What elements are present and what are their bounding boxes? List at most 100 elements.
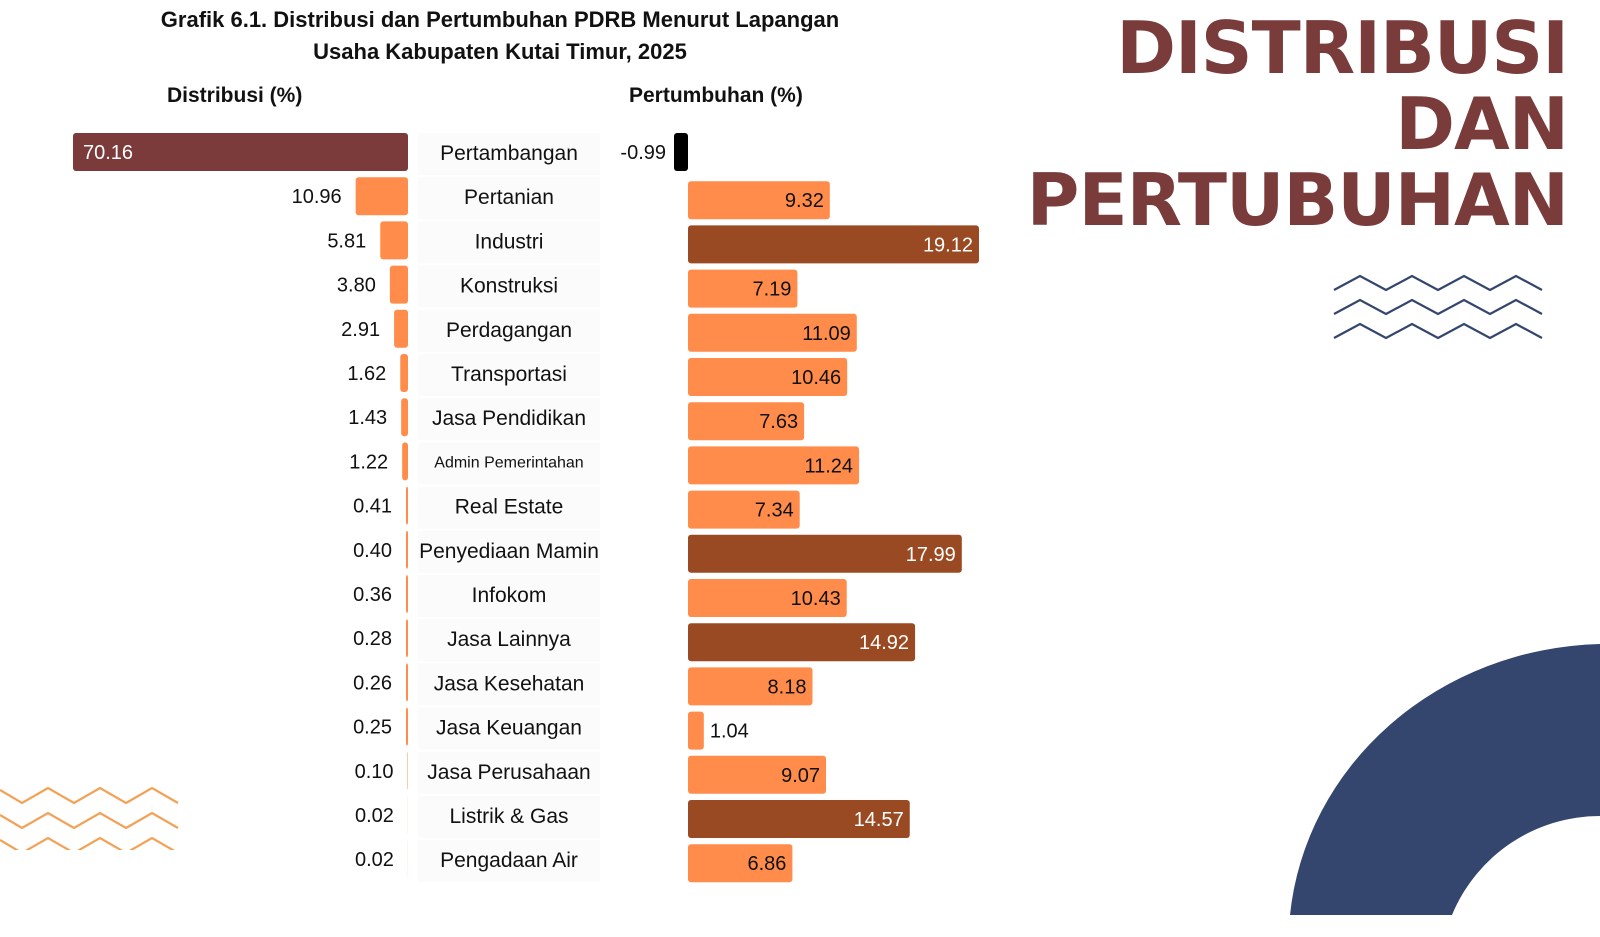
distribusi-bar	[402, 442, 408, 481]
pertumbuhan-value-label: -0.99	[620, 142, 666, 164]
distribusi-value-label: 5.81	[327, 230, 366, 252]
category-label-bg	[418, 221, 600, 264]
category-label: Pengadaan Air	[440, 849, 578, 872]
pertumbuhan-bar	[688, 711, 704, 750]
pertumbuhan-bar	[688, 181, 830, 220]
pertumbuhan-value-label: 9.32	[785, 190, 824, 212]
distribusi-value-label: 0.02	[355, 805, 394, 827]
navy-arc-decoration	[1290, 644, 1600, 915]
chart-title-line-2: Usaha Kabupaten Kutai Timur, 2025	[313, 39, 687, 64]
pertumbuhan-value-label: 14.92	[859, 632, 909, 654]
distribusi-value-label: 0.26	[353, 672, 392, 694]
pertumbuhan-bar	[688, 313, 857, 352]
pertumbuhan-bar	[688, 225, 979, 264]
pertumbuhan-value-label: 8.18	[768, 676, 807, 698]
side-title-line-2: DAN	[1395, 82, 1569, 166]
distribusi-bar	[406, 707, 408, 746]
distribusi-bar	[380, 221, 408, 260]
pertumbuhan-bar	[688, 534, 962, 573]
pertumbuhan-bar	[688, 446, 860, 485]
distribusi-bar	[355, 177, 408, 216]
distribusi-value-label: 2.91	[341, 319, 380, 341]
pertumbuhan-value-label: 19.12	[923, 234, 973, 256]
distribusi-bar	[406, 486, 408, 525]
pertumbuhan-bar	[688, 844, 793, 883]
category-label: Jasa Lainnya	[447, 628, 571, 651]
category-label: Admin Pemerintahan	[434, 454, 583, 471]
category-label-bg	[418, 486, 600, 529]
category-label: Pertambangan	[440, 142, 578, 165]
side-title-line-3: PERTUBUHAN	[1026, 158, 1569, 242]
category-label-bg	[418, 751, 600, 794]
category-label-bg	[418, 398, 600, 441]
distribusi-value-label: 0.25	[353, 717, 392, 739]
side-title-line-1: DISTRIBUSI	[1116, 6, 1569, 90]
pertumbuhan-value-label: 6.86	[747, 853, 786, 875]
category-label-bg	[418, 177, 600, 220]
category-label-bg	[418, 265, 600, 308]
pertumbuhan-value-label: 10.43	[791, 588, 841, 610]
pertumbuhan-bar	[688, 667, 813, 706]
navy-zigzag-decoration	[1333, 274, 1543, 340]
distribusi-bar	[400, 354, 408, 392]
category-label-bg	[418, 354, 600, 396]
pertumbuhan-value-label: 9.07	[781, 765, 820, 787]
distribusi-value-label: 0.40	[353, 540, 392, 562]
category-label-bg	[418, 619, 600, 662]
pertumbuhan-bar	[688, 579, 847, 617]
pertumbuhan-bar	[688, 402, 805, 441]
category-label-bg	[418, 575, 600, 617]
category-label: Konstruksi	[460, 275, 558, 298]
pertumbuhan-value-label: 7.34	[755, 500, 794, 522]
pertumbuhan-bar	[688, 490, 800, 529]
distribusi-value-label: 1.22	[349, 451, 388, 473]
pertumbuhan-bar	[688, 800, 910, 838]
distribusi-value-label: 0.36	[353, 584, 392, 606]
pertumbuhan-bar	[688, 755, 827, 794]
category-label: Jasa Kesehatan	[434, 672, 585, 695]
distribusi-bar	[394, 309, 408, 348]
distribusi-value-label: 70.16	[83, 142, 133, 164]
category-label: Jasa Keuangan	[436, 717, 582, 740]
distribusi-value-label: 0.02	[355, 849, 394, 871]
butterfly-bar-chart: Pertambangan 70.16 -0.99 Pertanian 10.96 9.32…	[73, 133, 979, 883]
pertumbuhan-bar	[688, 623, 916, 662]
pertumbuhan-value-label: 14.57	[854, 809, 904, 831]
distribusi-value-label: 0.41	[353, 496, 392, 518]
distribusi-bar	[401, 398, 408, 437]
distribusi-bar	[406, 575, 408, 613]
pertumbuhan-bar	[674, 133, 688, 171]
category-label: Perdagangan	[446, 319, 572, 342]
chart-title-line-1: Grafik 6.1. Distribusi dan Pertumbuhan P…	[160, 7, 840, 32]
distribusi-bar	[406, 663, 408, 702]
chart-title: Grafik 6.1. Distribusi dan Pertumbuhan P…	[100, 4, 900, 68]
pertumbuhan-header: Pertumbuhan (%)	[629, 84, 803, 107]
category-label-bg	[418, 442, 600, 485]
category-label: Pertanian	[464, 186, 554, 209]
pertumbuhan-bar	[688, 358, 848, 396]
category-label: Infokom	[472, 584, 547, 607]
category-label-bg	[418, 796, 600, 838]
category-label-bg	[418, 530, 600, 573]
distribusi-bar	[73, 133, 408, 171]
category-label-bg	[418, 840, 600, 883]
distribusi-value-label: 10.96	[292, 186, 342, 208]
category-label-bg	[418, 133, 600, 175]
distribusi-value-label: 0.10	[355, 761, 394, 783]
pertumbuhan-value-label: 10.46	[791, 367, 841, 389]
category-label-bg	[418, 707, 600, 750]
category-label: Jasa Perusahaan	[427, 761, 590, 784]
category-label: Jasa Pendidikan	[432, 407, 586, 430]
pertumbuhan-value-label: 11.09	[802, 323, 851, 345]
category-label: Real Estate	[455, 496, 564, 519]
category-label: Transportasi	[451, 363, 567, 386]
category-label-bg	[418, 663, 600, 706]
distribusi-value-label: 3.80	[337, 275, 376, 297]
pertumbuhan-value-label: 7.63	[759, 411, 798, 433]
pertumbuhan-value-label: 1.04	[710, 721, 749, 743]
distribusi-value-label: 1.62	[347, 363, 386, 385]
pertumbuhan-value-label: 17.99	[906, 544, 956, 566]
distribusi-header: Distribusi (%)	[167, 84, 303, 107]
distribusi-bar	[406, 530, 408, 569]
category-label: Penyediaan Mamin	[419, 540, 599, 563]
